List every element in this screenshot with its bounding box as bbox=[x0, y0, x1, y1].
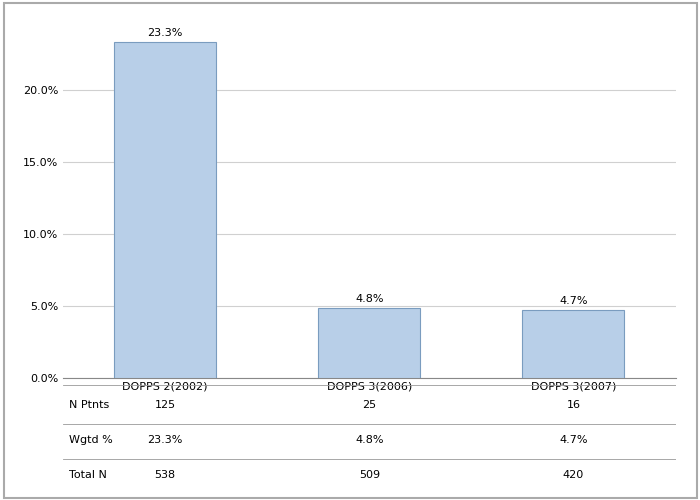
Text: 4.7%: 4.7% bbox=[559, 296, 588, 306]
Text: Total N: Total N bbox=[69, 470, 107, 480]
Text: 538: 538 bbox=[155, 470, 176, 480]
Text: 420: 420 bbox=[563, 470, 584, 480]
Text: 23.3%: 23.3% bbox=[148, 28, 183, 38]
Text: N Ptnts: N Ptnts bbox=[69, 400, 109, 410]
Text: Wgtd %: Wgtd % bbox=[69, 435, 113, 445]
Text: 4.7%: 4.7% bbox=[559, 435, 588, 445]
Bar bbox=[318, 308, 420, 378]
Text: 16: 16 bbox=[566, 400, 580, 410]
Text: 125: 125 bbox=[155, 400, 176, 410]
Text: 509: 509 bbox=[358, 470, 380, 480]
Text: 4.8%: 4.8% bbox=[355, 294, 384, 304]
Text: 23.3%: 23.3% bbox=[148, 435, 183, 445]
Text: 4.8%: 4.8% bbox=[355, 435, 384, 445]
Bar bbox=[522, 310, 624, 378]
Bar bbox=[114, 42, 216, 378]
Text: 25: 25 bbox=[362, 400, 377, 410]
